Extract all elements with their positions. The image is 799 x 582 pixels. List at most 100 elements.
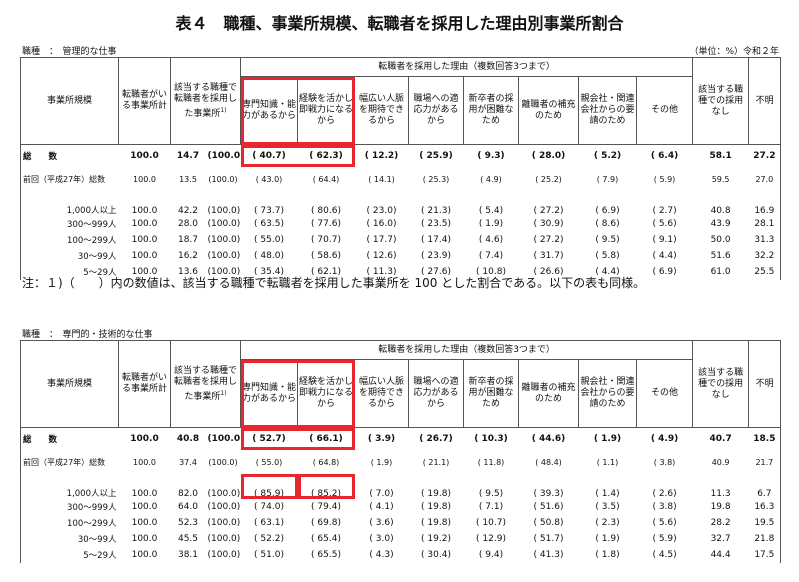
cell: ( 25.9)	[419, 151, 453, 161]
cell: ( 11.3)	[366, 267, 397, 277]
cell: (100.0)	[207, 534, 241, 544]
cell: ( 23.9)	[421, 251, 451, 261]
header-cell: 事業所規模	[20, 57, 119, 145]
cell: 100.0	[130, 434, 159, 444]
highlight-box	[240, 427, 355, 450]
row-label: 総 数	[23, 435, 58, 445]
cell: ( 14.1)	[368, 174, 395, 184]
cell: ( 1.9)	[593, 434, 622, 444]
cell: ( 69.8)	[311, 518, 341, 528]
header-cell: 幅広い人脈を期待できるから	[354, 76, 409, 145]
row-label: 総 数	[23, 152, 58, 162]
header-cell: 転職者を採用した理由（複数回答3つまで）	[239, 340, 694, 360]
cell: ( 19.8)	[421, 518, 451, 528]
cell: 45.5	[177, 534, 199, 544]
cell: ( 64.8)	[312, 457, 340, 467]
cell: 19.5	[754, 518, 775, 528]
cell: ( 12.2)	[364, 151, 399, 161]
cell: ( 58.6)	[311, 251, 341, 261]
occupation: 職種 ： 管理的な仕事	[22, 47, 117, 57]
cell: ( 25.2)	[535, 174, 562, 184]
cell: 44.4	[710, 550, 731, 560]
row-label: 300～999人	[67, 220, 117, 230]
cell: 100.0	[131, 235, 158, 245]
cell: 100.0	[130, 151, 159, 161]
header-cell: 不明	[748, 340, 782, 428]
cell: ( 5.9)	[653, 174, 676, 184]
cell: ( 9.5)	[595, 235, 620, 245]
table-row: 5～29人 100.0 13.6 (100.0) ( 35.4) ( 62.1) ( 11.…	[21, 264, 781, 280]
table-row: 1,000人以上 100.0 82.0 (100.0) ( 85.9) ( 85.2) ( …	[21, 474, 781, 499]
header-text: 該当する職種で転職者を採用した事業所	[173, 82, 237, 119]
table-header: 事業所規模 転職者がいる事業所計 該当する職種で転職者を採用した事業所1) 転職者を採…	[20, 340, 782, 428]
row-label: 5～29人	[83, 268, 117, 278]
cell: ( 4.4)	[652, 251, 677, 261]
table-row: 30～99人 100.0 16.2 (100.0) ( 48.0) ( 58.6) ( 12…	[21, 248, 781, 264]
cell: ( 51.7)	[533, 534, 564, 544]
cell: ( 40.7)	[252, 151, 286, 161]
cell: (100.0)	[207, 434, 245, 444]
header-cell: 幅広い人脈を期待できるから	[354, 359, 409, 428]
cell: 38.1	[177, 550, 199, 560]
header-cell: 離職者の補充のため	[518, 359, 579, 428]
cell: 32.7	[710, 534, 731, 544]
cell: ( 25.3)	[422, 174, 450, 184]
cell: 21.8	[754, 534, 775, 544]
cell: ( 2.3)	[595, 518, 620, 528]
cell: ( 6.4)	[650, 151, 679, 161]
cell: 25.5	[754, 267, 775, 277]
cell: ( 74.0)	[254, 502, 284, 512]
cell: ( 51.0)	[254, 550, 284, 560]
cell: ( 35.4)	[254, 267, 284, 277]
cell: ( 64.4)	[312, 174, 340, 184]
cell: ( 19.2)	[421, 534, 451, 544]
cell: 40.9	[711, 457, 730, 467]
cell: ( 7.0)	[369, 489, 394, 499]
cell: ( 26.6)	[533, 267, 564, 277]
cell: 28.1	[754, 219, 775, 229]
cell: ( 4.1)	[369, 502, 394, 512]
header-cell: 該当する職種での採用なし	[692, 340, 750, 428]
cell: ( 77.6)	[311, 219, 341, 229]
header-cell: 経験を活かし即戦力になるから	[297, 76, 355, 145]
cell: 18.5	[753, 434, 776, 444]
header-cell: その他	[635, 76, 694, 145]
cell: ( 80.6)	[311, 206, 341, 216]
header-cell: 転職者がいる事業所計	[118, 57, 171, 145]
cell: ( 85.2)	[311, 489, 341, 499]
cell: ( 27.6)	[421, 267, 451, 277]
cell: (100.0)	[207, 206, 241, 216]
header-cell: 職場への適応力があるから	[408, 359, 464, 428]
table-row: 300～999人 100.0 28.0 (100.0) ( 63.5) ( 77.6) ( …	[21, 216, 781, 232]
cell: 17.5	[754, 550, 775, 560]
cell: 18.7	[177, 235, 199, 245]
cell: ( 23.0)	[366, 206, 397, 216]
cell: ( 2.7)	[652, 206, 677, 216]
cell: ( 3.8)	[653, 457, 676, 467]
cell: ( 63.1)	[254, 518, 284, 528]
cell: 19.8	[710, 502, 731, 512]
cell: ( 1.1)	[596, 457, 619, 467]
cell: ( 1.9)	[478, 219, 504, 229]
cell: ( 30.4)	[421, 550, 451, 560]
footnote-mark: 1)	[220, 389, 227, 397]
row-label: 100～299人	[67, 236, 117, 246]
cell: ( 7.9)	[596, 174, 619, 184]
cell: ( 65.5)	[311, 550, 341, 560]
cell: ( 4.9)	[480, 174, 502, 184]
cell: 16.9	[754, 206, 775, 216]
cell: ( 21.1)	[422, 457, 450, 467]
cell: 40.7	[709, 434, 732, 444]
cell: 43.9	[710, 219, 731, 229]
cell: ( 5.6)	[652, 518, 677, 528]
cell: (100.0)	[207, 219, 241, 229]
cell: ( 9.4)	[478, 550, 504, 560]
cell: ( 48.0)	[254, 251, 284, 261]
header-cell: 離職者の補充のため	[518, 76, 579, 145]
cell: 13.5	[179, 174, 197, 184]
cell: ( 52.7)	[252, 434, 286, 444]
cell: ( 1.9)	[370, 457, 393, 467]
cell: ( 55.0)	[255, 457, 283, 467]
cell: 6.7	[757, 489, 772, 499]
cell: ( 63.5)	[254, 219, 284, 229]
